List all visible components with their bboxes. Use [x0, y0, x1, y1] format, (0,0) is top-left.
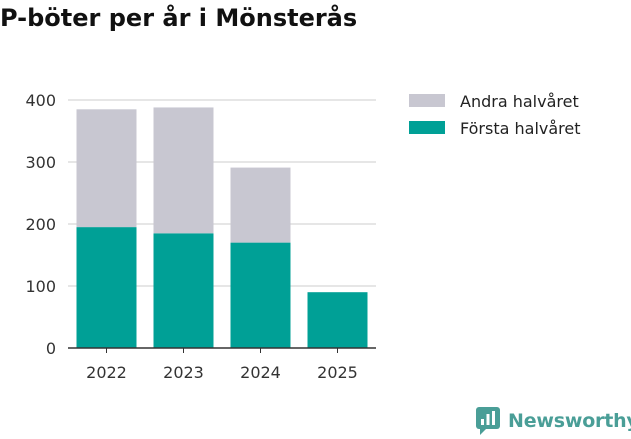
y-tick-label: 300 [25, 153, 56, 172]
bar-2023-forsta [153, 233, 214, 348]
newsworthy-icon [476, 407, 500, 435]
bar-2022-andra [76, 109, 137, 228]
y-tick-label: 400 [25, 91, 56, 110]
brand-name: Newsworthy [508, 410, 631, 432]
bars [76, 107, 368, 348]
legend-label: Första halvåret [460, 119, 581, 138]
bar-2022-forsta [76, 227, 137, 348]
legend-swatch [409, 121, 445, 134]
newsworthy-logo: Newsworthy [476, 407, 631, 435]
bar-2023-andra [153, 107, 214, 234]
x-tick-label: 2023 [163, 363, 204, 382]
x-tick-label: 2025 [317, 363, 358, 382]
bar-2024-andra [230, 167, 291, 243]
legend: Andra halvåret Första halvåret [409, 92, 581, 138]
bar-2025-forsta [307, 292, 368, 348]
x-tick-label: 2024 [240, 363, 281, 382]
x-axis: 2022 2023 2024 2025 [68, 347, 376, 382]
chart-title: P-böter per år i Mönsterås [0, 4, 358, 32]
y-tick-label: 100 [25, 277, 56, 296]
legend-label: Andra halvåret [460, 92, 579, 111]
y-tick-label: 0 [46, 339, 56, 358]
legend-swatch [409, 94, 445, 107]
y-tick-label: 200 [25, 215, 56, 234]
y-axis: 0 100 200 300 400 [25, 91, 56, 358]
bar-2024-forsta [230, 242, 291, 348]
x-tick-label: 2022 [86, 363, 127, 382]
